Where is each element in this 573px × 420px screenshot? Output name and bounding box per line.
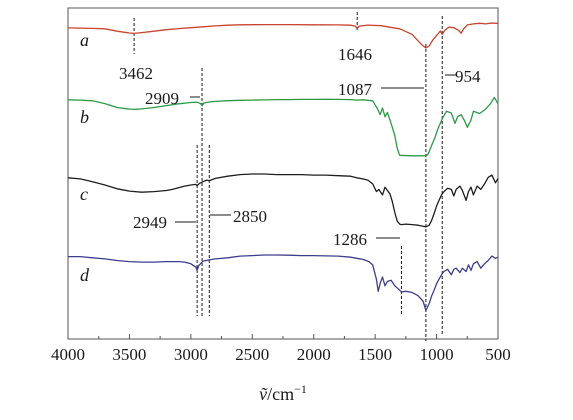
peak-label-1087: 1087 — [338, 80, 373, 99]
peak-label-3462: 3462 — [119, 64, 153, 83]
peak-label-954: 954 — [455, 67, 481, 86]
series-label-b: b — [80, 107, 89, 127]
plot-frame — [67, 7, 499, 340]
x-tick-label-1500: 1500 — [358, 345, 392, 364]
x-axis-unit: /cm — [267, 384, 294, 404]
series-line-a — [67, 22, 499, 49]
x-tick-label-2500: 2500 — [235, 345, 269, 364]
x-tick-label-2000: 2000 — [297, 345, 331, 364]
x-axis-title: ṽ/cm−1 — [259, 382, 307, 404]
x-tick-label-4000: 4000 — [51, 345, 85, 364]
peak-label-2850: 2850 — [233, 207, 267, 226]
series-line-b — [67, 96, 499, 157]
series-line-d — [68, 254, 499, 312]
x-tick-label-3000: 3000 — [174, 345, 208, 364]
peak-label-2909: 2909 — [145, 89, 179, 108]
x-tick-label-1000: 1000 — [420, 345, 454, 364]
x-tick-label-500: 500 — [485, 345, 511, 364]
x-axis-symbol: ṽ — [259, 384, 268, 404]
series-label-a: a — [80, 30, 89, 50]
peak-label-2949: 2949 — [133, 213, 167, 232]
series-line-c — [67, 173, 499, 228]
x-tick-label-3500: 3500 — [112, 345, 146, 364]
peak-label-1286: 1286 — [333, 230, 367, 249]
series-layer: a b c d — [67, 22, 499, 312]
peak-annotations: 3462 1646 1087 954 2909 2949 2850 1286 — [119, 45, 481, 249]
x-axis: 4000 3500 3000 2500 2000 1500 1000 500 — [51, 334, 511, 364]
reference-lines — [133, 12, 443, 341]
series-label-c: c — [80, 184, 88, 204]
series-label-d: d — [80, 265, 90, 285]
peak-label-1646: 1646 — [338, 45, 372, 64]
x-axis-exponent: −1 — [294, 382, 307, 396]
